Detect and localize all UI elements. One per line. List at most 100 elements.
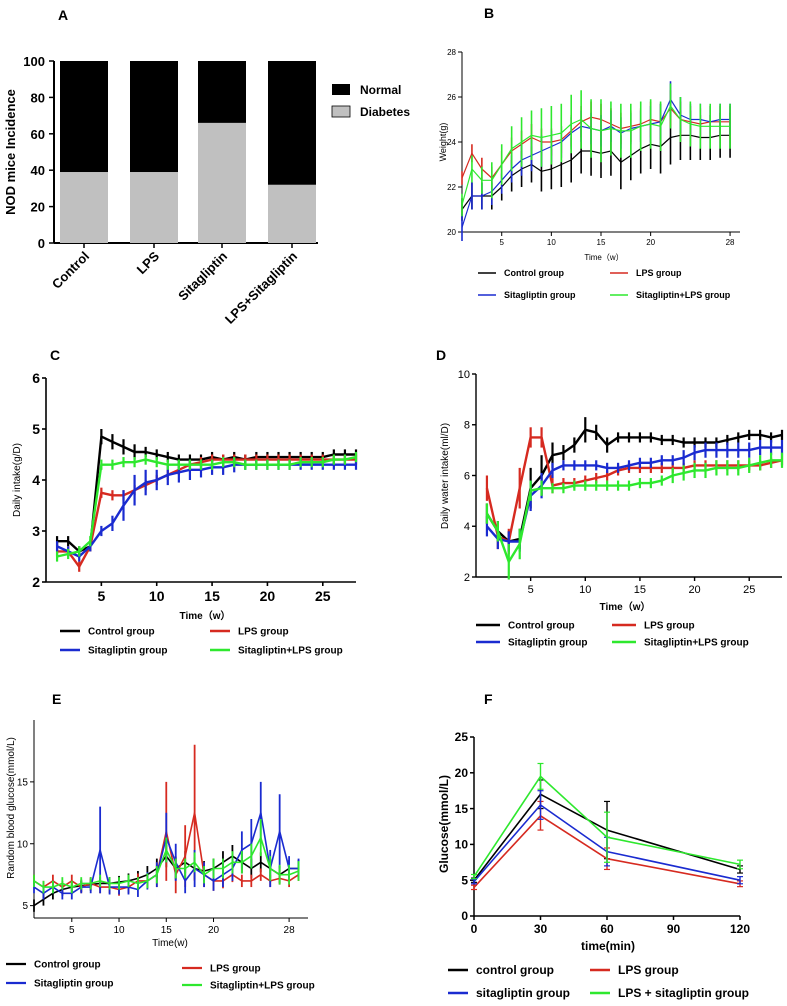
panel-b-xlabel: Time（w）: [584, 253, 623, 262]
panel-d-legend-label-control: Control group: [508, 621, 575, 632]
panel-a-letter: A: [58, 7, 68, 23]
panel-b-series-line-control: [461, 134, 731, 210]
panel-f-ylabel: Glucose(mmol/L): [437, 775, 451, 873]
panel-b-ytick-label: 24: [447, 138, 456, 147]
panel-f-legend: control group LPS group sitagliptin group L…: [448, 963, 749, 1000]
bar-diabetes-2: [198, 122, 246, 243]
panel-c-xtick-label: 5: [97, 588, 105, 604]
panel-d-ytick-label: 2: [464, 572, 470, 584]
panel-b-legend-label-control: Control group: [504, 268, 564, 278]
panel-f-legend-label-control: control group: [476, 963, 554, 977]
panel-e-xtick-label: 5: [69, 925, 75, 936]
panel-f-ytick-label: 5: [461, 873, 468, 887]
legend-label-normal: Normal: [360, 83, 401, 97]
panel-d-series-line-sitagliptin: [485, 446, 782, 543]
panel-f-xtick-label: 30: [534, 922, 548, 936]
panel-b-xtick-label: 5: [499, 238, 504, 247]
panel-c-xtick-label: 15: [204, 588, 220, 604]
panel-f-ytick-label: 20: [455, 766, 469, 780]
panel-c-ytick-label: 3: [32, 523, 40, 539]
panel-e-xtick-label: 20: [208, 925, 220, 936]
bar-normal-1: [130, 61, 178, 173]
panel-e: E Random blood glucose(mmol/L) Time(w) 5…: [6, 691, 315, 992]
panel-c-legend-label-control: Control group: [88, 627, 155, 638]
panel-c-xtick-label: 10: [149, 588, 165, 604]
panel-d-xtick-label: 20: [688, 584, 700, 596]
panel-a-ytick-label: 80: [31, 90, 45, 105]
panel-f-series-line-control: [473, 793, 741, 881]
panel-f-series-line-lps: [473, 814, 741, 888]
panel-a: A NOD mice Incidence 0 20 40 60 80 100 Control…: [3, 7, 410, 327]
panel-d-letter: D: [436, 347, 446, 363]
panel-d-series-line-control: [485, 428, 783, 543]
bar-diabetes-3: [268, 184, 316, 243]
panel-b-ytick-label: 22: [447, 183, 456, 192]
panel-d-legend: Control group LPS group Sitagliptin group S…: [476, 621, 749, 649]
panel-e-legend-label-lps: LPS group: [210, 964, 261, 975]
panel-e-ylabel: Random blood glucose(mmol/L): [6, 737, 17, 879]
panel-f-series-line-sitagliptin: [473, 804, 741, 883]
panel-f-letter: F: [484, 691, 493, 707]
panel-e-xlabel: Time(w): [152, 938, 188, 949]
panel-a-ytick-label: 20: [31, 200, 45, 215]
panel-e-legend: Control group LPS group Sitagliptin group S…: [6, 960, 315, 992]
panel-c-series-line-lps: [57, 458, 356, 568]
panel-d-legend-label-combo: Sitagliptin+LPS group: [644, 638, 749, 649]
panel-f-xtick-label: 120: [730, 922, 750, 936]
panel-d-xtick-label: 5: [528, 584, 534, 596]
panel-c: C Daily intake(g/D) Time（w） 2 3 4 5 6 5 10 15 20…: [12, 347, 358, 657]
panel-f-xlabel: time(min): [581, 939, 635, 953]
panel-d-xlabel: Time（w）: [600, 600, 651, 613]
panel-b-xtick-label: 15: [597, 238, 606, 247]
panel-c-ytick-label: 2: [32, 574, 40, 590]
panel-d-ylabel: Daily water intake(ml/D): [440, 423, 451, 529]
panel-b-legend-label-lps: LPS group: [636, 268, 682, 278]
panel-f-xtick-label: 0: [471, 922, 478, 936]
panel-e-legend-label-sitagliptin: Sitagliptin group: [34, 979, 113, 990]
panel-a-ylabel: NOD mice Incidence: [3, 89, 18, 215]
panel-b-xtick-label: 20: [646, 238, 655, 247]
panel-a-ytick-label: 60: [31, 127, 45, 142]
panel-d-ytick-label: 4: [464, 521, 470, 533]
panel-e-ytick-label: 5: [22, 901, 28, 912]
panel-c-xtick-label: 20: [260, 588, 276, 604]
panel-d-xtick-label: 10: [579, 584, 591, 596]
panel-e-legend-label-combo: Sitagliptin+LPS group: [210, 981, 315, 992]
panel-a-ytick-label: 40: [31, 163, 45, 178]
panel-b-ytick-label: 20: [447, 228, 456, 237]
panel-b-plot: 20 22 24 26 28 5 10 15 20 28: [447, 48, 740, 247]
bar-diabetes-1: [130, 172, 178, 243]
panel-f: F Glucose(mmol/L) time(min) 0 5 10 15 20 25 0 3…: [437, 691, 750, 1000]
panel-d-ytick-label: 6: [464, 470, 470, 482]
panel-d-xtick-label: 25: [743, 584, 755, 596]
panel-a-category-label: Control: [49, 249, 92, 292]
legend-label-diabetes: Diabetes: [360, 105, 410, 119]
panel-f-legend-label-combo: LPS + sitagliptin group: [618, 986, 749, 1000]
panel-d-series-line-lps: [485, 436, 783, 543]
panel-b-ytick-label: 26: [447, 93, 456, 102]
panel-b-legend-label-sitagliptin: Sitagliptin group: [504, 290, 576, 300]
panel-d-xtick-label: 15: [634, 584, 646, 596]
panel-d: D Daily water intake(ml/D) Time（w） 2 4 6 8 1…: [436, 347, 784, 649]
panel-d-legend-label-lps: LPS group: [644, 621, 695, 632]
panel-c-ylabel: Daily intake(g/D): [12, 443, 23, 517]
panel-e-xtick-label: 10: [113, 925, 125, 936]
panel-f-legend-label-lps: LPS group: [618, 963, 679, 977]
panel-d-series-line-combo: [485, 459, 782, 563]
panel-c-letter: C: [50, 347, 60, 363]
panel-c-series-line-combo: [56, 455, 357, 558]
bar-normal-0: [60, 61, 108, 173]
panel-f-plot: 0 5 10 15 20 25 0 30 60 90 120: [455, 730, 751, 936]
bar-normal-2: [198, 61, 246, 123]
panel-b-ytick-label: 28: [447, 48, 456, 57]
panel-f-legend-label-sitagliptin: sitagliptin group: [476, 986, 570, 1000]
panel-e-series-line-combo: [33, 836, 299, 888]
panel-e-legend-label-control: Control group: [34, 960, 101, 971]
panel-c-series-line-sitagliptin: [56, 463, 356, 558]
panel-c-xtick-label: 25: [315, 588, 331, 604]
panel-f-ytick-label: 15: [455, 802, 469, 816]
panel-a-category-label: Sitagliptin: [175, 248, 230, 303]
panel-b-legend-label-combo: Sitagliptin+LPS group: [636, 290, 731, 300]
